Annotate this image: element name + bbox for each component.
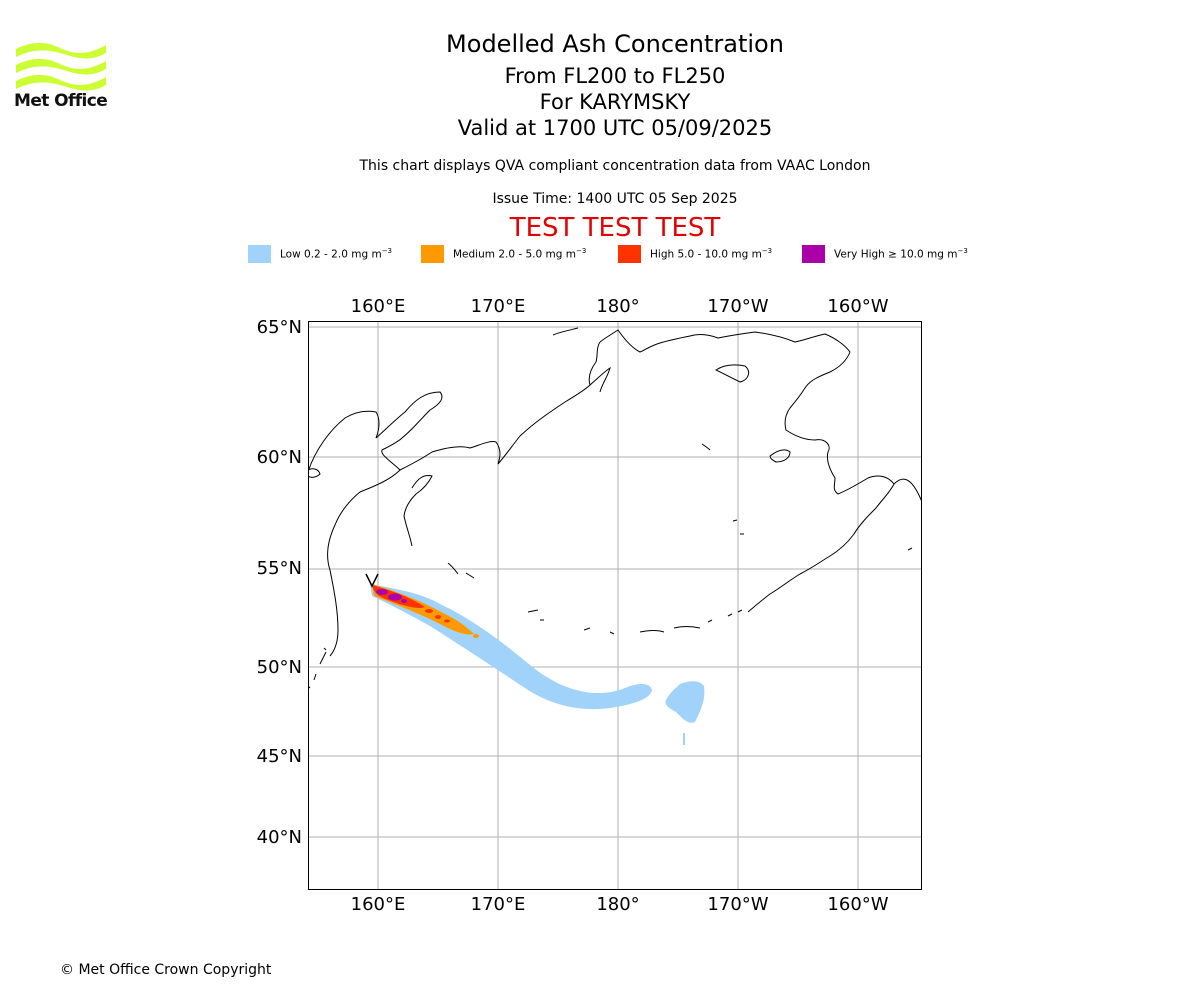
logo-text: Met Office	[14, 91, 108, 111]
lat-tick: 65°N	[257, 317, 302, 338]
lon-tick-top: 160°W	[827, 296, 888, 317]
map-frame	[308, 321, 922, 890]
legend-swatch-very-high	[802, 245, 825, 263]
lat-tick: 55°N	[257, 558, 302, 579]
lon-tick-bottom: 170°E	[471, 894, 526, 915]
test-banner: TEST TEST TEST	[509, 213, 721, 243]
flight-levels: From FL200 to FL250	[504, 64, 726, 88]
legend-low: Low 0.2 - 2.0 mg m−3	[248, 244, 392, 264]
legend-high: High 5.0 - 10.0 mg m−3	[618, 244, 772, 264]
lon-tick-bottom: 160°W	[827, 894, 888, 915]
valid-time: Valid at 1700 UTC 05/09/2025	[457, 116, 773, 140]
legend-label: High 5.0 - 10.0 mg m−3	[650, 247, 773, 261]
legend-swatch-low	[248, 245, 271, 263]
legend-label: Medium 2.0 - 5.0 mg m−3	[453, 247, 587, 261]
lat-tick: 45°N	[257, 746, 302, 767]
lat-tick: 60°N	[257, 447, 302, 468]
lon-tick-bottom: 180°	[596, 894, 639, 915]
copyright: © Met Office Crown Copyright	[60, 962, 272, 978]
lon-tick-top: 180°	[596, 296, 639, 317]
bottom-lon-ticks: 160°E 170°E 180° 170°W 160°W	[351, 894, 889, 915]
legend-swatch-medium	[421, 245, 444, 263]
lat-tick: 50°N	[257, 657, 302, 678]
lon-tick-top: 170°W	[707, 296, 768, 317]
lon-tick-bottom: 170°W	[707, 894, 768, 915]
legend-label: Very High ≥ 10.0 mg m−3	[834, 247, 968, 261]
ash-very-high-plume	[376, 589, 407, 603]
lon-tick-bottom: 160°E	[351, 894, 406, 915]
chart-title: Modelled Ash Concentration	[446, 30, 784, 58]
lat-ticks: 65°N 60°N 55°N 50°N 45°N 40°N	[257, 317, 302, 848]
legend-medium: Medium 2.0 - 5.0 mg m−3	[421, 244, 586, 264]
lat-tick: 40°N	[257, 827, 302, 848]
issue-time: Issue Time: 1400 UTC 05 Sep 2025	[492, 191, 738, 207]
lon-tick-top: 160°E	[351, 296, 406, 317]
lon-tick-top: 170°E	[471, 296, 526, 317]
coastlines	[308, 327, 922, 689]
top-lon-ticks: 160°E 170°E 180° 170°W 160°W	[351, 296, 889, 317]
met-office-logo	[16, 42, 106, 91]
legend-very-high: Very High ≥ 10.0 mg m−3	[802, 244, 968, 264]
volcano-marker-icon	[365, 573, 379, 588]
volcano-name: For KARYMSKY	[539, 90, 691, 114]
legend-swatch-high	[618, 245, 641, 263]
qva-note: This chart displays QVA compliant concen…	[359, 158, 871, 174]
legend-label: Low 0.2 - 2.0 mg m−3	[280, 247, 393, 261]
